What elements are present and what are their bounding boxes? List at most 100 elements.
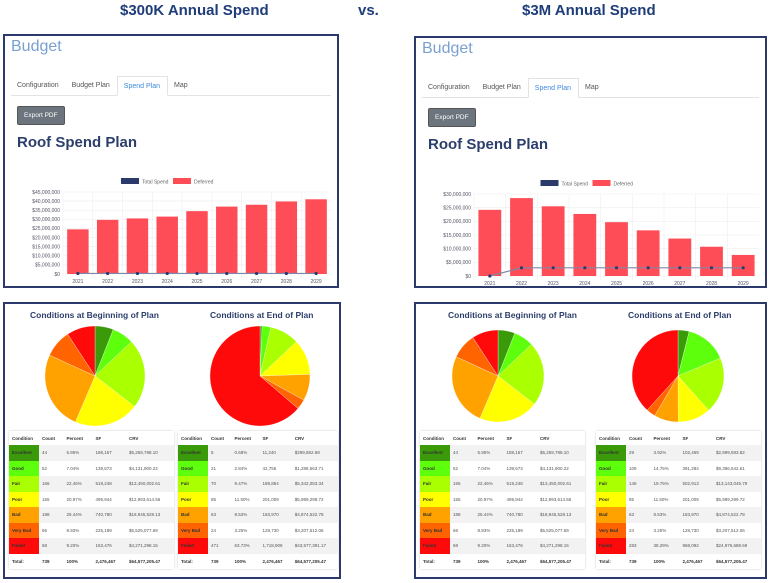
cell: 85: [629, 496, 635, 502]
tab-map[interactable]: Map: [174, 82, 188, 89]
deferred-bar-2026: [216, 206, 238, 274]
y-tick-label: $20,000,000: [443, 219, 471, 225]
cell: $5,525,077.69: [128, 527, 158, 533]
cell: 3.92%: [650, 445, 680, 461]
table-row: Poor 155 20.97% 499,944 $12,993,614.56: [420, 491, 585, 507]
tab-budget-plan[interactable]: Budget Plan: [71, 82, 110, 89]
cell: 42,756: [262, 465, 277, 471]
cell: $12,993,614.56: [539, 496, 572, 502]
cell: $43,577,391.17: [291, 538, 338, 554]
table-row: Poor 85 11.50% 201,009 $5,989,299.72: [178, 491, 338, 507]
total-spend-point-2029: [314, 271, 318, 276]
column-header: Percent: [234, 435, 252, 441]
cell: 20.97%: [477, 496, 493, 502]
table-row: Very Bad 24 3.25% 128,730 $3,207,512.06: [596, 522, 761, 538]
cell: 155: [453, 496, 461, 502]
total-cell: 739: [208, 553, 232, 569]
cell: 25.44%: [474, 507, 504, 523]
tab-budget-plan[interactable]: Budget Plan: [482, 84, 521, 91]
tab-configuration[interactable]: Configuration: [17, 82, 59, 89]
table-row: Excellent 5 0.68% 11,240 $299,862.69: [178, 445, 338, 461]
left-spend-plan-panel: Budget Configuration Budget Plan Spend Plan…: [3, 34, 339, 288]
condition-cell: Fair: [596, 476, 626, 492]
cell: 128,730: [262, 527, 279, 533]
condition-cell: Good: [596, 460, 626, 476]
y-tick-label: $45,000,000: [32, 190, 60, 196]
table-total-row: Total: 739 100% 2,476,467 $64,577,205.47: [596, 553, 761, 569]
tab-spend-plan[interactable]: Spend Plan: [527, 78, 579, 98]
cell: $4,874,522.78: [712, 507, 761, 523]
total-spend-point-2021: [76, 271, 80, 276]
cell: $4,131,900.22: [539, 465, 569, 471]
total-cell: 2,476,467: [679, 553, 713, 569]
condition-cell: Bad: [178, 507, 208, 523]
x-tick-label: 2021: [484, 281, 495, 287]
end-conditions-pie: [209, 325, 311, 427]
cell: 283: [626, 538, 651, 554]
total-label: Total:: [9, 553, 39, 569]
deferred-bar-2026: [636, 230, 660, 276]
cell: $5,989,299.72: [294, 496, 324, 502]
y-tick-label: $15,000,000: [32, 244, 60, 250]
y-tick-label: $30,000,000: [32, 217, 60, 223]
cell: $5,259,788.10: [536, 445, 585, 461]
condition-cell: Very Bad: [420, 522, 450, 538]
cell: 128,730: [682, 527, 699, 533]
y-tick-label: $40,000,000: [32, 199, 60, 205]
pie-slice-bad: [451, 356, 499, 419]
cell: 70: [208, 476, 232, 492]
cell: 7.04%: [477, 465, 491, 471]
table-row: Fair 146 19.76% 502,913 $13,143,045.79: [596, 476, 761, 492]
deferred-bar-2022: [510, 198, 533, 276]
condition-cell: Good: [9, 460, 39, 476]
column-header: Count: [211, 435, 224, 441]
export-pdf-button[interactable]: Export PDF: [428, 108, 476, 127]
deferred-bar-2029: [305, 199, 327, 274]
deferred-bar-2029: [731, 254, 755, 276]
cell: 0.68%: [231, 445, 260, 461]
total-label: Total:: [178, 553, 208, 569]
cell: 139,673: [95, 465, 112, 471]
table-row: Good 52 7.04% 139,673 $4,131,900.22: [9, 460, 174, 476]
condition-cell: Poor: [596, 491, 626, 507]
cell: 22.46%: [63, 476, 93, 492]
cell: 166: [450, 476, 475, 492]
x-tick-label: 2022: [516, 281, 527, 287]
cell: 9.20%: [63, 538, 93, 554]
cell: $5,342,053.34: [291, 476, 338, 492]
legend-total-spend-label: Total Spend: [142, 180, 169, 186]
cell: $13,450,002.61: [536, 476, 585, 492]
pie-slice-fair: [497, 344, 545, 405]
table-row: Failed 283 38.29% 968,092 $24,976,688.69: [596, 538, 761, 554]
column-header: CRV: [539, 435, 550, 441]
tab-spend-plan[interactable]: Spend Plan: [116, 76, 168, 96]
total-spend-point-2025: [195, 271, 199, 276]
cell: $1,288,563.71: [294, 465, 324, 471]
table-row: Poor 155 20.97% 499,944 $12,993,614.56: [9, 491, 174, 507]
total-label: Total:: [420, 553, 450, 569]
deferred-bar-2028: [275, 201, 298, 274]
vs-heading: vs.: [358, 2, 379, 19]
total-spend-point-2029: [741, 266, 745, 270]
cell: 499,944: [95, 496, 112, 502]
cell: 740,780: [503, 507, 537, 523]
cell: 5.95%: [474, 445, 504, 461]
tab-map[interactable]: Map: [585, 84, 599, 91]
export-pdf-button[interactable]: Export PDF: [17, 106, 65, 125]
cell: 188,157: [92, 445, 126, 461]
table-row: Failed 471 63.73% 1,718,908 $43,577,391.17: [178, 538, 338, 554]
table-row: Fair 166 22.46% 519,248 $13,450,002.61: [420, 476, 585, 492]
column-header: Condition: [12, 435, 33, 441]
total-spend-point-2023: [135, 271, 140, 276]
x-tick-label: 2022: [102, 279, 113, 285]
tab-configuration[interactable]: Configuration: [428, 84, 470, 91]
cell: $24,976,688.69: [712, 538, 761, 554]
table-total-row: Total: 739 100% 2,476,467 $64,577,205.47: [9, 553, 174, 569]
cell: 9.47%: [231, 476, 260, 492]
x-tick-label: 2023: [548, 281, 559, 287]
column-header: Count: [42, 435, 55, 441]
table-row: Fair 166 22.46% 519,248 $13,450,002.61: [9, 476, 174, 492]
cell: 8.93%: [477, 527, 491, 533]
legend-deferred-label: Deferred: [194, 180, 214, 186]
cell: 189,854: [259, 476, 292, 492]
